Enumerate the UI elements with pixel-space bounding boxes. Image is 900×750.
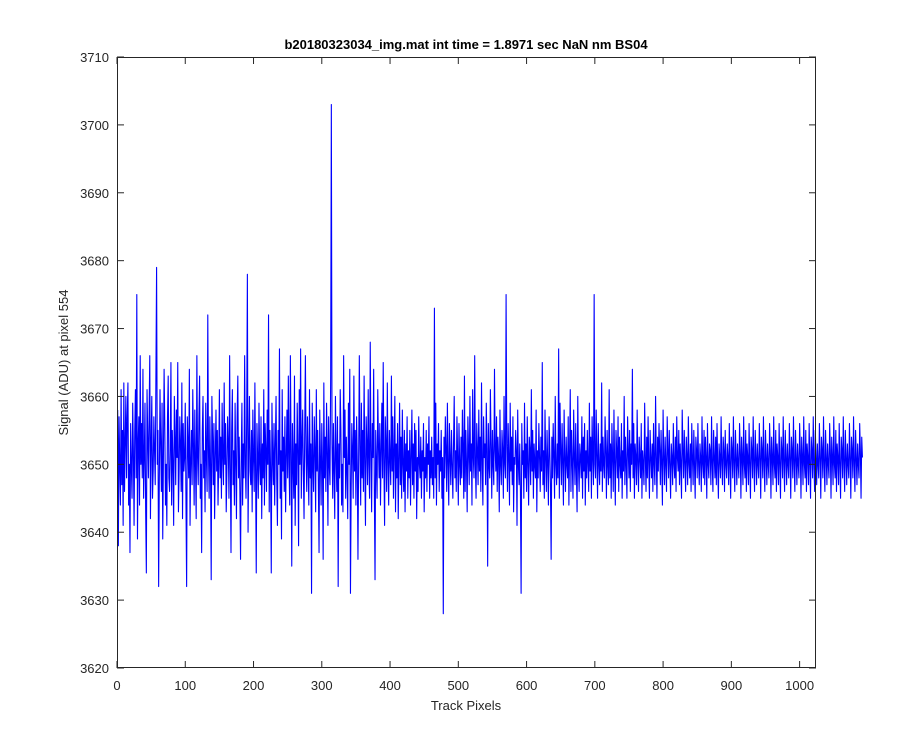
y-tick-label: 3670 bbox=[80, 322, 109, 337]
y-tick-label: 3680 bbox=[80, 254, 109, 269]
chart-title: b20180323034_img.mat int time = 1.8971 s… bbox=[284, 37, 648, 52]
plot-area bbox=[117, 57, 816, 668]
x-tick-label: 300 bbox=[311, 678, 333, 693]
axes-layer: 0 100 200 300 400 500 600 700 800 900 1000 3620 3630… bbox=[80, 50, 816, 693]
y-tick-label: 3690 bbox=[80, 186, 109, 201]
x-tick-label: 200 bbox=[243, 678, 265, 693]
y-tick-label: 3630 bbox=[80, 593, 109, 608]
x-tick-label: 400 bbox=[379, 678, 401, 693]
x-tick-label: 500 bbox=[447, 678, 469, 693]
y-tick-label: 3650 bbox=[80, 457, 109, 472]
x-tick-label: 900 bbox=[721, 678, 743, 693]
series-line-1 bbox=[117, 103, 863, 615]
x-tick-label: 700 bbox=[584, 678, 606, 693]
y-axis-label: Signal (ADU) at pixel 554 bbox=[56, 290, 71, 436]
axes-box bbox=[117, 57, 816, 668]
x-tick-label: 1000 bbox=[785, 678, 814, 693]
y-tick-label: 3620 bbox=[80, 661, 109, 676]
y-tick-label: 3640 bbox=[80, 525, 109, 540]
x-tick-label: 600 bbox=[516, 678, 538, 693]
y-tick-label: 3660 bbox=[80, 389, 109, 404]
series-layer bbox=[117, 103, 863, 615]
x-tick-label: 0 bbox=[113, 678, 120, 693]
y-tick-label: 3710 bbox=[80, 50, 109, 65]
x-tick-label: 100 bbox=[174, 678, 196, 693]
y-tick-label: 3700 bbox=[80, 118, 109, 133]
x-tick-label: 800 bbox=[652, 678, 674, 693]
x-axis-label: Track Pixels bbox=[431, 698, 502, 713]
